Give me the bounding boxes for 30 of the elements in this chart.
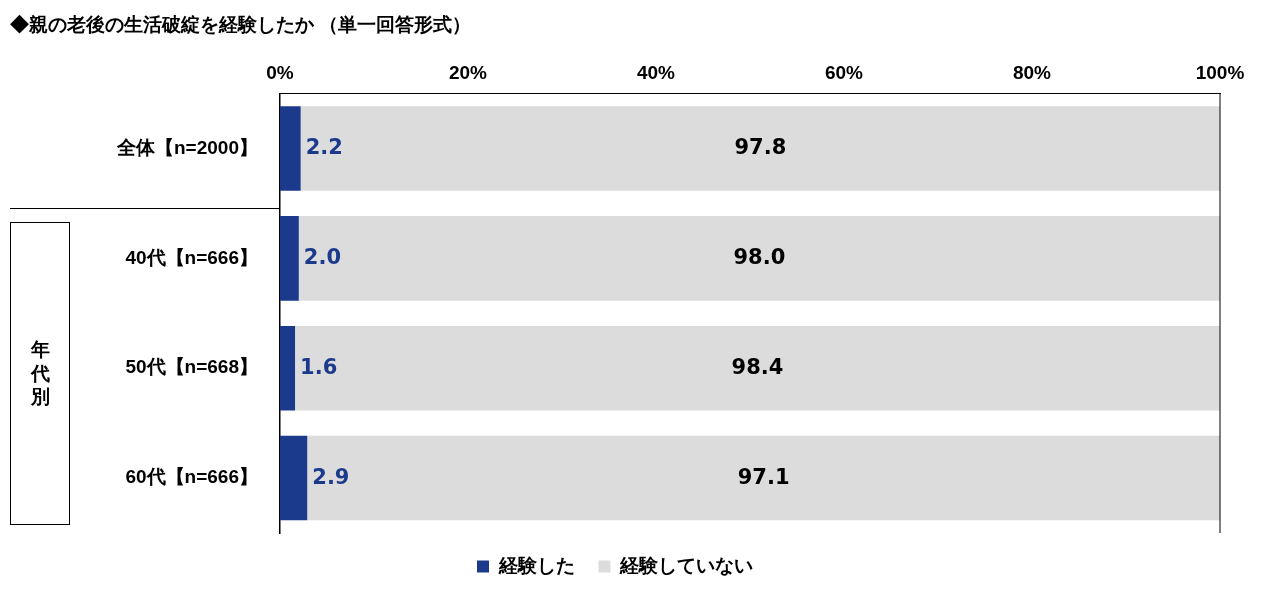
data-label: 2.2 <box>305 134 343 159</box>
x-tick-label: 100% <box>1195 62 1245 84</box>
x-tick-label: 80% <box>1012 62 1052 84</box>
bar <box>280 325 296 411</box>
legend-label: 経験していない <box>619 554 753 576</box>
bar <box>300 106 1220 191</box>
bar <box>295 325 1220 411</box>
y-tick-label: 60代【n=666】 <box>125 466 258 488</box>
legend-label: 経験した <box>497 554 575 576</box>
bar <box>298 216 1220 301</box>
y-tick-label: 全体【n=2000】 <box>116 136 258 158</box>
bar <box>307 435 1220 521</box>
bar <box>280 106 301 191</box>
x-tick-label: 60% <box>824 62 864 84</box>
data-label: 2.0 <box>303 244 341 269</box>
data-label: 98.4 <box>731 354 784 379</box>
data-label: 97.8 <box>734 134 787 159</box>
x-tick-label: 20% <box>448 62 488 84</box>
x-tick-label: 40% <box>636 62 676 84</box>
x-tick-label: 0% <box>266 62 294 84</box>
data-label: 1.6 <box>300 354 338 379</box>
bar <box>280 216 299 301</box>
data-label: 2.9 <box>312 464 350 489</box>
data-label: 97.1 <box>737 464 790 489</box>
bar <box>280 435 308 521</box>
text: 年代別 <box>30 337 50 410</box>
y-tick-label: 50代【n=668】 <box>125 356 258 378</box>
data-label: 98.0 <box>733 244 786 269</box>
y-tick-label: 40代【n=666】 <box>125 246 258 268</box>
chart-title: ◆親の老後の生活破綻を経験したか （単一回答形式） <box>10 13 472 35</box>
